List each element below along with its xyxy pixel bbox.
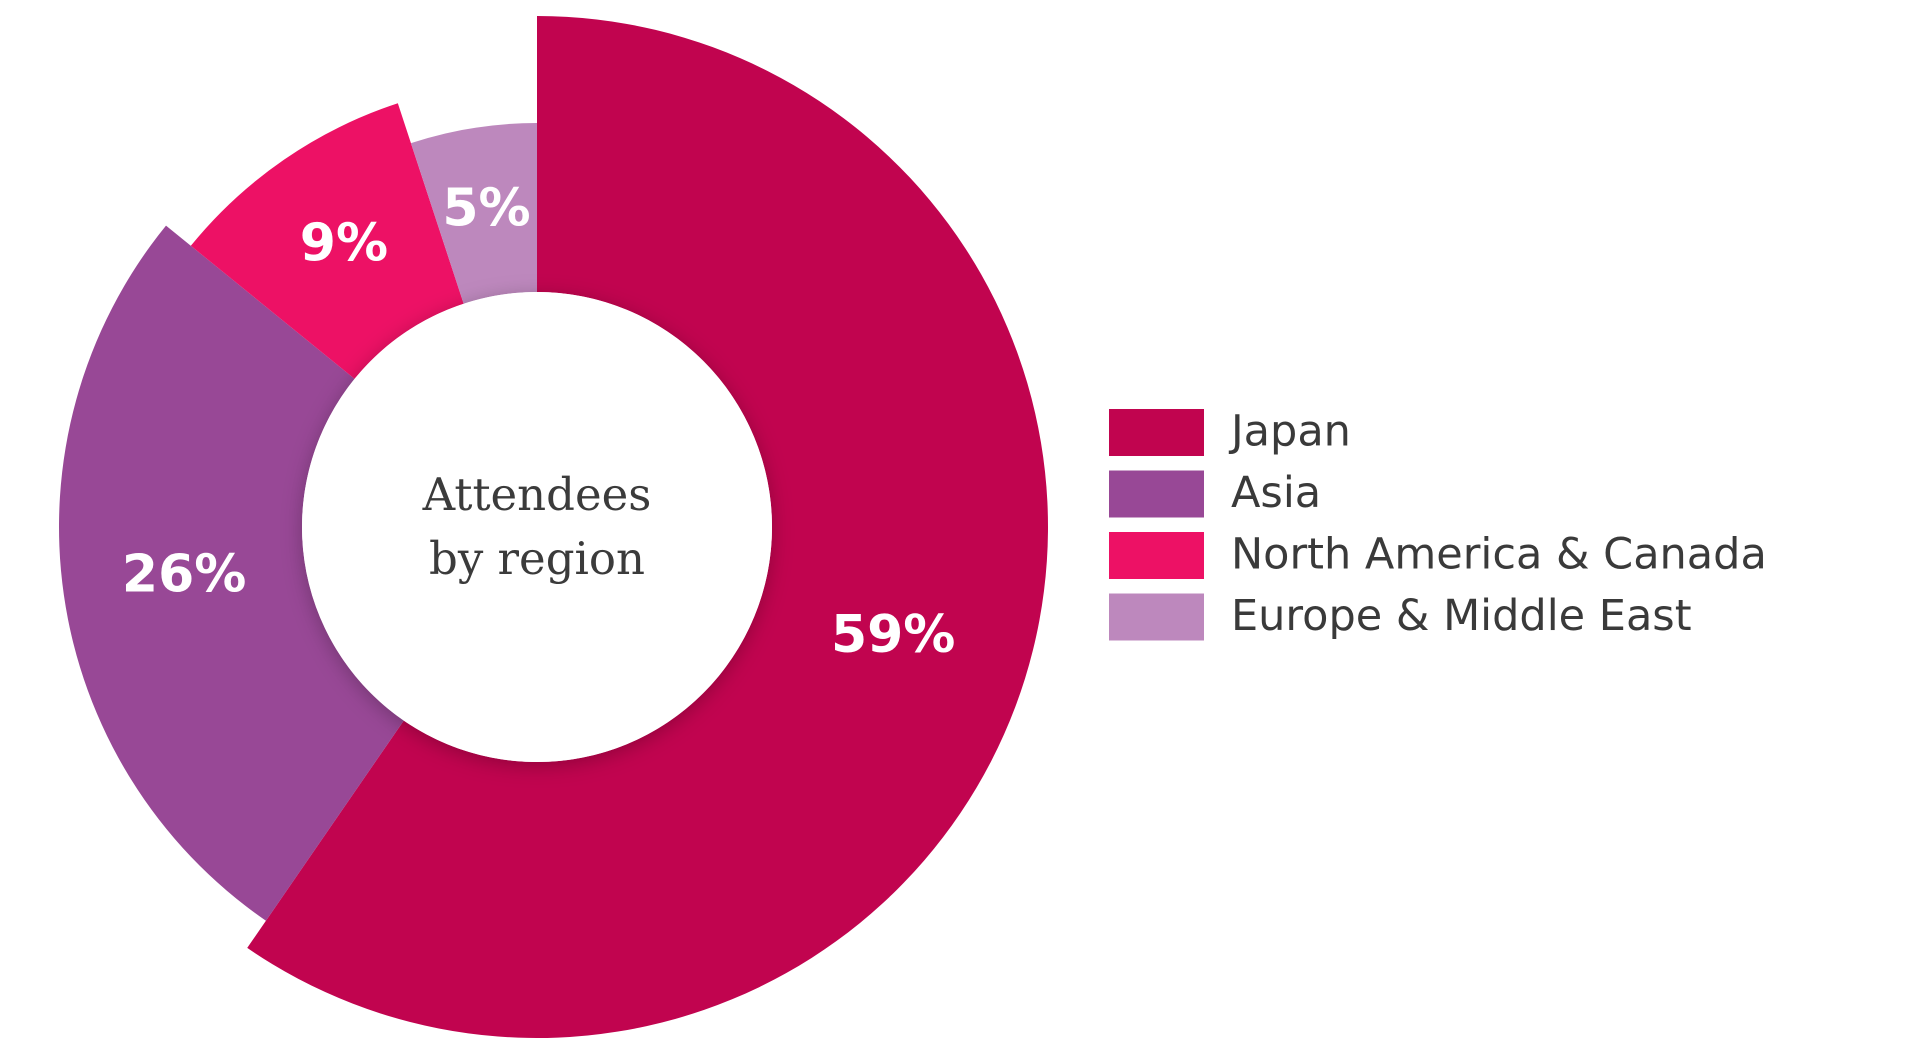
donut-hole [302, 292, 772, 762]
legend: Japan Asia North America & Canada Europe & … [1109, 407, 1767, 641]
value-label: 26% [122, 545, 246, 605]
donut-slice [410, 123, 537, 304]
legend-swatch [1109, 593, 1204, 641]
legend-swatch [1109, 409, 1204, 456]
value-labels: 59% 26% 9% 5% [122, 179, 956, 665]
value-label: 59% [831, 605, 955, 665]
legend-label: Asia [1231, 468, 1321, 518]
legend-label: North America & Canada [1231, 530, 1767, 580]
legend-label: Japan [1228, 407, 1351, 457]
value-label: 5% [442, 179, 530, 239]
legend-label: Europe & Middle East [1231, 591, 1692, 641]
value-label: 9% [300, 214, 388, 274]
donut-slice [247, 16, 1049, 1038]
legend-swatch [1109, 532, 1204, 579]
center-label: Attendees by region [422, 468, 652, 585]
legend-swatch [1109, 470, 1204, 518]
donut [59, 16, 1049, 1038]
donut-slice [190, 103, 464, 379]
center-label-box: Attendees by region [422, 468, 652, 585]
donut-slice [59, 225, 404, 921]
